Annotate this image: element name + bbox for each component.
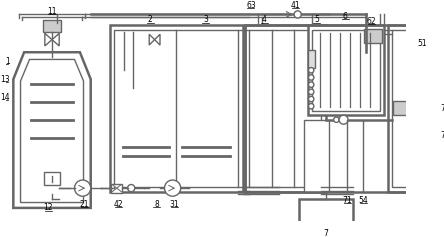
Text: 54: 54 (358, 196, 368, 205)
Bar (110, 25, 243, 192)
Circle shape (309, 82, 314, 87)
Circle shape (309, 96, 314, 102)
Text: 63: 63 (246, 1, 256, 10)
Text: 72: 72 (440, 104, 444, 113)
Bar (416, 99, 442, 126)
Bar (44, 172, 60, 185)
Circle shape (339, 115, 348, 124)
Text: 21: 21 (79, 200, 89, 209)
Text: 2: 2 (148, 15, 152, 24)
Bar (111, 184, 122, 193)
Text: 31: 31 (170, 200, 179, 209)
Bar (393, 101, 409, 115)
Bar (245, 25, 415, 192)
Text: 71: 71 (342, 196, 352, 205)
Polygon shape (149, 34, 155, 45)
Circle shape (75, 180, 91, 196)
Bar (416, 128, 442, 150)
Text: 4: 4 (262, 15, 267, 24)
Text: 8: 8 (154, 200, 159, 209)
Text: 62: 62 (367, 17, 376, 26)
Circle shape (309, 68, 314, 73)
Text: 7: 7 (323, 229, 328, 237)
Bar (304, 120, 329, 192)
Text: 11: 11 (47, 7, 57, 16)
Text: 5: 5 (314, 15, 319, 24)
Bar (312, 30, 380, 111)
Circle shape (334, 117, 339, 123)
Polygon shape (155, 34, 160, 45)
Bar (298, 199, 353, 226)
Text: 14: 14 (0, 93, 10, 102)
Polygon shape (45, 33, 52, 46)
Text: 41: 41 (291, 1, 301, 10)
Bar (308, 25, 384, 115)
Circle shape (309, 104, 314, 109)
Bar (392, 30, 410, 187)
Circle shape (309, 89, 314, 95)
Polygon shape (20, 59, 83, 202)
Text: 1: 1 (5, 57, 10, 66)
Text: 73: 73 (440, 131, 444, 140)
Bar (308, 50, 315, 68)
Bar (249, 30, 321, 187)
Bar (245, 25, 325, 192)
Polygon shape (52, 33, 59, 46)
Text: 12: 12 (44, 203, 53, 212)
Text: 6: 6 (343, 12, 348, 21)
Bar (364, 29, 382, 43)
Bar (43, 20, 61, 32)
Circle shape (309, 75, 314, 80)
Text: 51: 51 (417, 39, 427, 48)
Bar (388, 25, 415, 192)
Polygon shape (13, 52, 91, 208)
Circle shape (165, 180, 181, 196)
Text: 13: 13 (0, 75, 10, 84)
Text: 3: 3 (203, 15, 208, 24)
Circle shape (294, 11, 301, 18)
Circle shape (127, 185, 135, 192)
Text: 42: 42 (114, 200, 123, 209)
Bar (114, 30, 238, 187)
